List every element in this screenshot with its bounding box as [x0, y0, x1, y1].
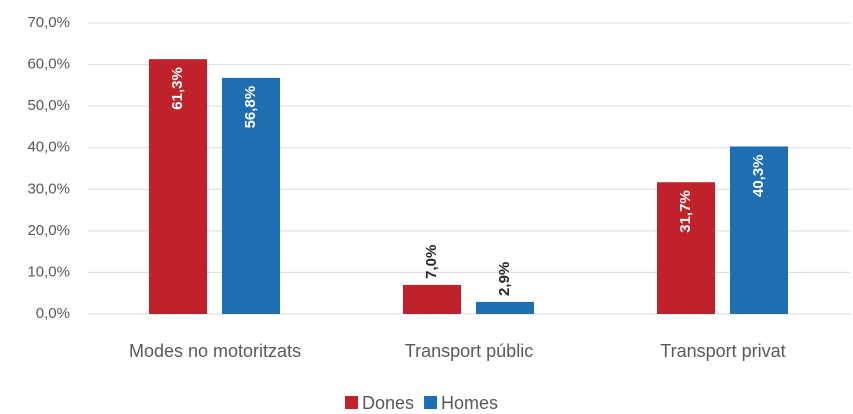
x-tick-label: Transport públic	[405, 341, 533, 361]
legend-swatch	[345, 396, 358, 409]
legend-label: Homes	[441, 393, 498, 413]
value-label: 31,7%	[677, 190, 694, 233]
bar	[476, 301, 534, 314]
x-tick-label: Modes no motoritzats	[129, 341, 301, 361]
bar	[149, 59, 207, 314]
value-label: 61,3%	[169, 67, 186, 110]
y-tick-label: 60,0%	[27, 56, 70, 73]
y-tick-label: 20,0%	[27, 222, 70, 239]
bar	[657, 182, 715, 314]
bar	[222, 77, 280, 314]
y-tick-label: 10,0%	[27, 263, 70, 280]
y-tick-label: 70,0%	[27, 14, 70, 31]
bar	[730, 146, 788, 314]
y-tick-label: 40,0%	[27, 139, 70, 156]
value-label: 40,3%	[750, 154, 767, 197]
y-tick-label: 0,0%	[36, 305, 70, 322]
value-label: 7,0%	[423, 245, 440, 279]
y-tick-label: 50,0%	[27, 97, 70, 114]
x-tick-label: Transport privat	[660, 341, 785, 361]
value-label: 2,9%	[496, 262, 513, 296]
y-tick-label: 30,0%	[27, 180, 70, 197]
bar	[403, 284, 461, 314]
value-label: 56,8%	[242, 86, 259, 129]
legend-label: Dones	[362, 393, 414, 413]
legend-swatch	[424, 396, 438, 409]
